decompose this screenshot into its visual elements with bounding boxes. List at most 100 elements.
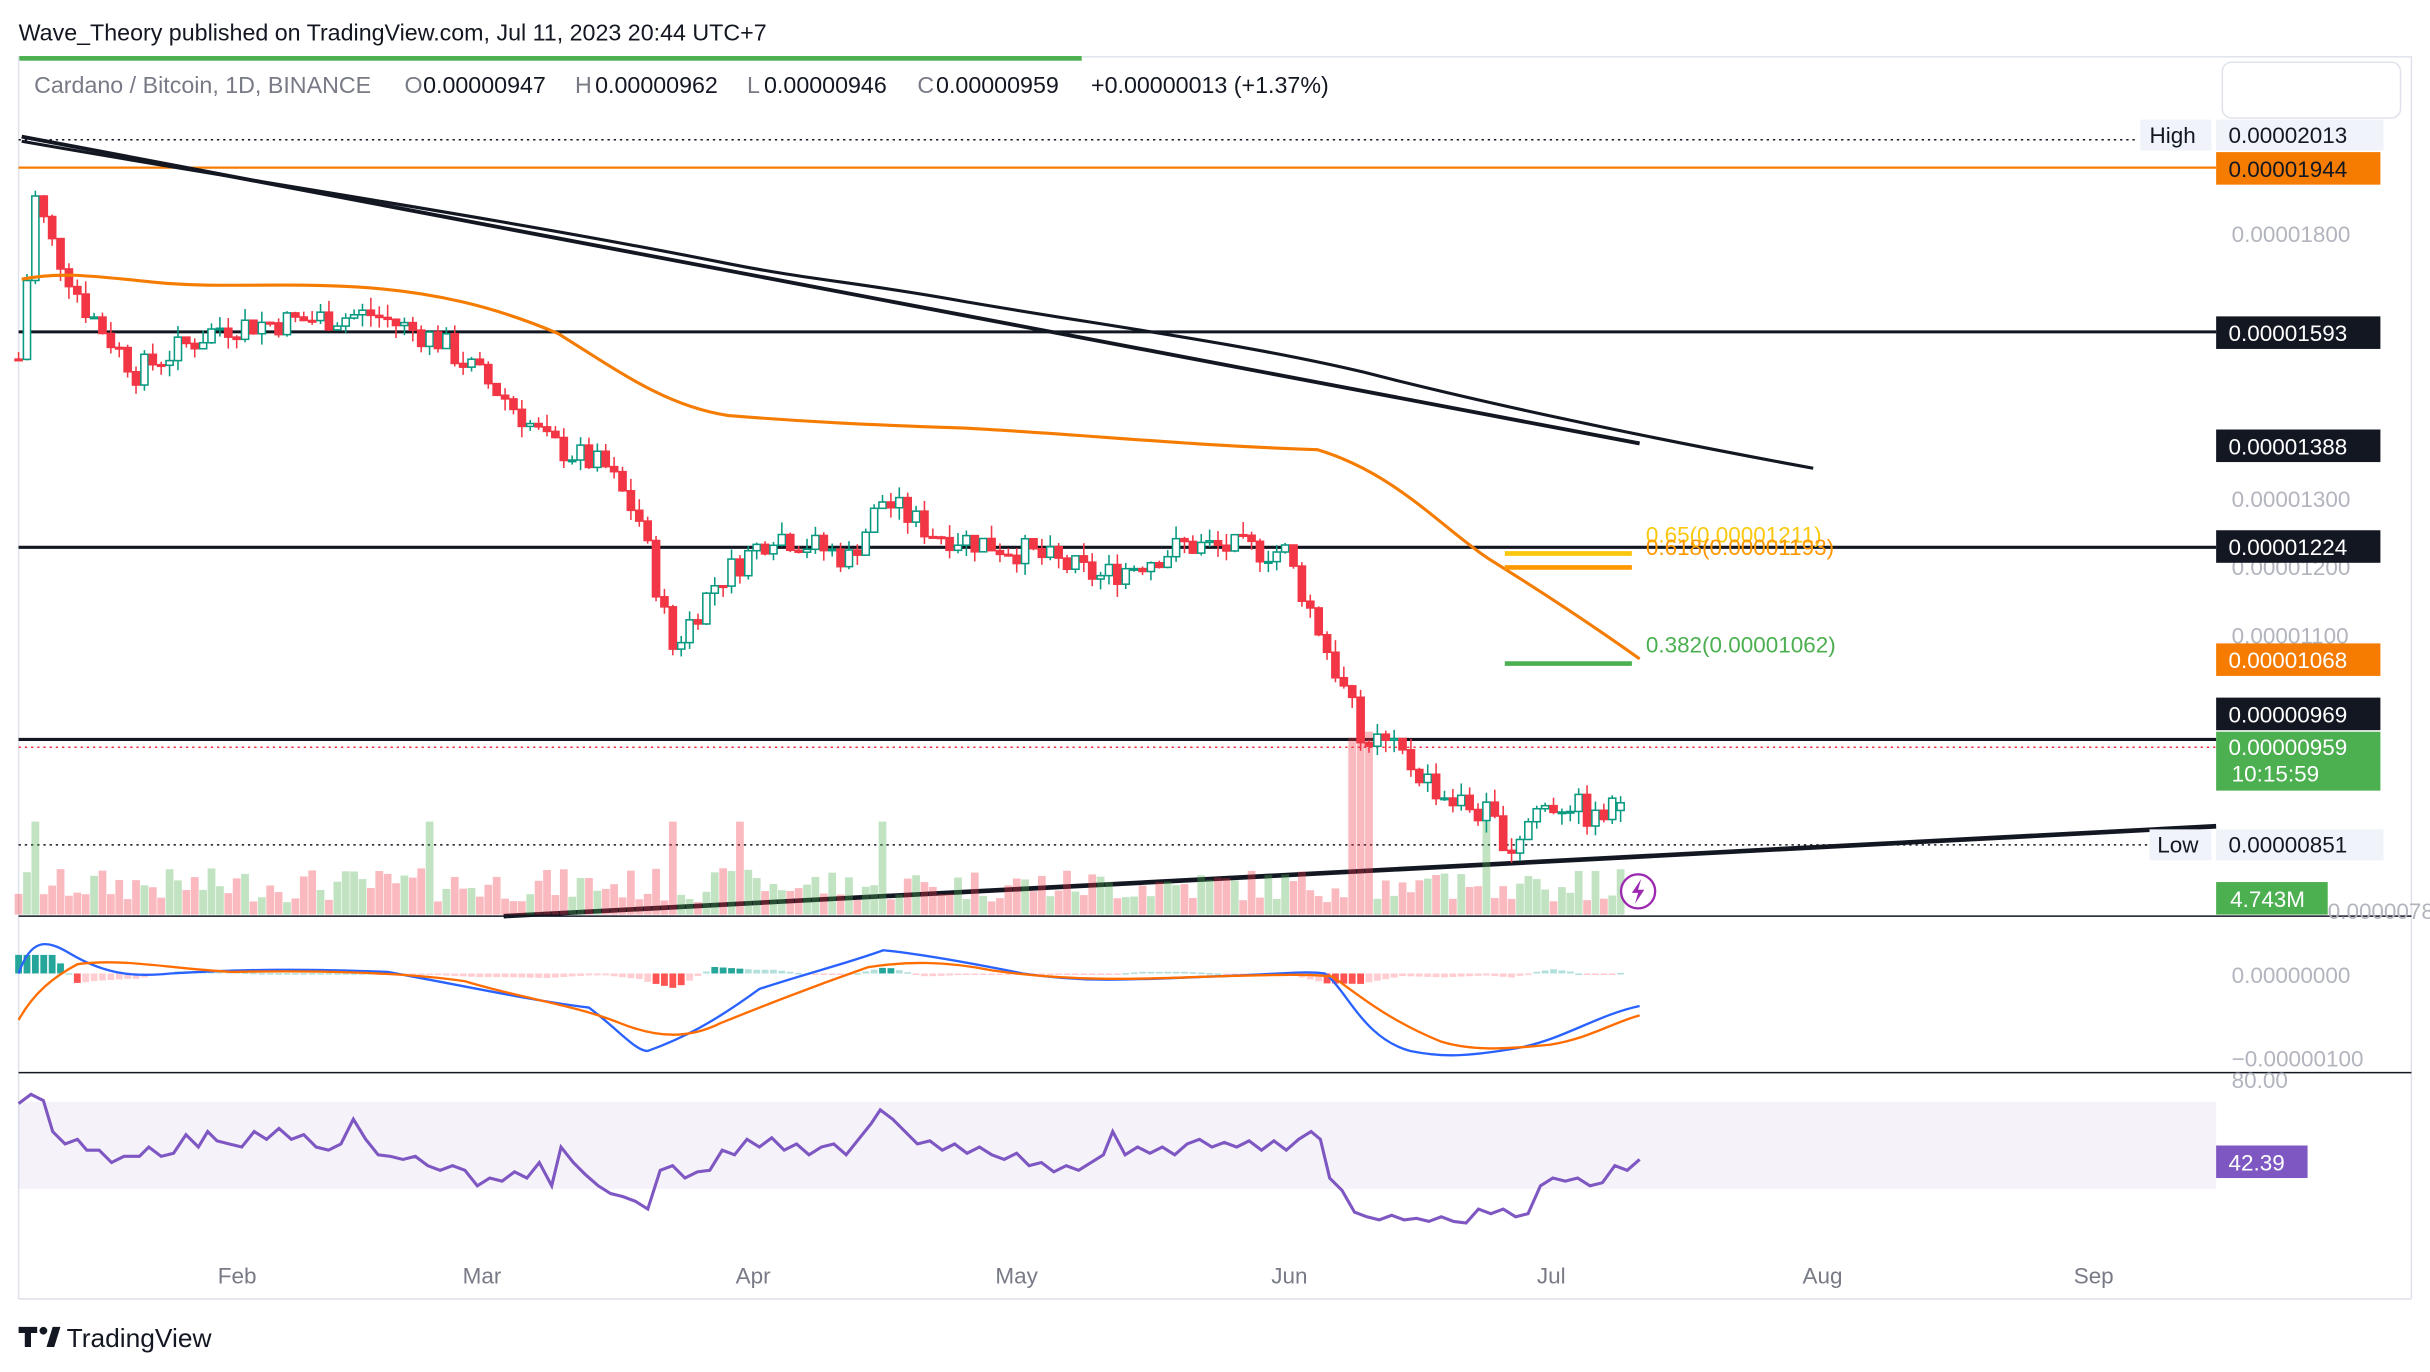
volume-bar-2023-01-26 — [224, 893, 233, 915]
candle-2023-05-19 — [1171, 526, 1181, 562]
candle-body — [148, 353, 158, 366]
volume-bar-2023-06-04 — [1306, 890, 1315, 915]
candle-body — [693, 619, 703, 625]
time-axis[interactable]: Feb Mar Apr May Jun Jul Aug Sep — [218, 1263, 2114, 1288]
volume-bar-2023-07-04 — [1558, 887, 1566, 915]
candle-2023-07-06 — [1574, 788, 1584, 825]
candle-2023-05-02 — [1029, 537, 1038, 551]
candle-body — [819, 534, 829, 552]
fib-retracement[interactable]: 0.65(0.00001211) 0.618(0.00001193) 0.382… — [1504, 523, 1836, 666]
macd-bar-2023-06-16 — [1407, 973, 1415, 977]
candle-2023-07-10 — [1607, 795, 1617, 825]
macd-bar-2023-05-13 — [1122, 973, 1130, 975]
macd-bar-2023-05-25 — [1222, 973, 1230, 976]
candle-body — [1431, 773, 1441, 800]
candle-2023-05-11 — [1104, 554, 1114, 585]
volume-bar-2023-06-20 — [1440, 873, 1449, 915]
load-progress-track — [1081, 56, 2412, 58]
candle-body — [1456, 794, 1466, 807]
candle-body — [131, 370, 141, 386]
volume-bar-2023-03-18 — [652, 868, 660, 915]
symbol-title: Cardano / Bitcoin, 1D, BINANCE — [34, 72, 371, 98]
time-tick-sep: Sep — [2074, 1263, 2114, 1288]
time-tick-may: May — [995, 1263, 1038, 1288]
ascending-trendline[interactable] — [503, 823, 2217, 919]
candle-2023-04-25 — [970, 534, 980, 562]
macd-bar-2023-03-17 — [644, 973, 652, 982]
macd-bar-2023-01-31 — [266, 973, 274, 975]
macd-bar-2023-04-13 — [870, 969, 878, 974]
volume-bar-2023-02-22 — [450, 876, 459, 915]
volume-bar-2023-03-01 — [509, 901, 518, 915]
ohlc-l-label: L — [747, 72, 760, 98]
volume-bar-2023-03-08 — [568, 896, 577, 915]
volume-bar-2023-04-16 — [895, 894, 904, 915]
rsi-axis[interactable]: 80.00 42.39 — [2216, 1068, 2308, 1179]
candle-2023-04-19 — [920, 500, 929, 545]
candle-2023-06-03 — [1297, 562, 1307, 607]
candle-body — [710, 585, 720, 594]
volume-bar-2023-05-07 — [1071, 891, 1080, 915]
candle-body — [1616, 801, 1625, 812]
volume-bar-2023-05-01 — [1021, 879, 1029, 915]
label-0.00001944: 0.00001944 — [2229, 157, 2348, 182]
volume-bar-2023-01-07 — [65, 895, 73, 915]
candle-2023-01-21 — [182, 336, 191, 348]
candle-body — [827, 548, 837, 552]
label-0.00001224: 0.00001224 — [2229, 535, 2348, 560]
candle-2023-02-25 — [475, 351, 485, 366]
volume-bar-2023-07-03 — [1549, 901, 1558, 915]
volume-bar-2023-02-16 — [400, 875, 409, 915]
candle-2023-05-25 — [1222, 534, 1231, 561]
volume-bar-2023-02-18 — [417, 868, 426, 915]
tradingview-logo[interactable]: TradingView — [18, 1323, 213, 1353]
price-tick-1300: 0.00001300 — [2232, 487, 2351, 512]
macd-bar-2023-05-04 — [1046, 973, 1054, 976]
volume-bar-2023-06-08 — [1339, 897, 1348, 915]
candle-2023-04-01 — [769, 541, 778, 561]
candle-body — [1146, 561, 1156, 573]
fib-label-0.65: 0.65(0.00001211) — [1646, 523, 1822, 548]
volume-bar-2023-05-08 — [1079, 895, 1088, 915]
lightning-icon[interactable] — [1619, 873, 1657, 910]
volume-bar-2023-07-10 — [1608, 895, 1617, 915]
candle-body — [257, 321, 267, 335]
macd-bar-2023-02-05 — [308, 973, 316, 975]
candle-body — [517, 408, 527, 428]
candle-2023-07-02 — [1540, 802, 1550, 812]
macd-bar-2023-03-27 — [728, 968, 735, 974]
macd-bar-2023-02-18 — [417, 973, 425, 976]
candle-2023-06-25 — [1482, 792, 1491, 833]
candle-2023-01-24 — [207, 323, 216, 344]
macd-bar-2023-06-25 — [1483, 973, 1490, 976]
candle-2023-02-22 — [450, 325, 460, 367]
candle-2023-05-17 — [1154, 560, 1164, 569]
candle-2023-02-13 — [374, 306, 384, 328]
volume-bar-2023-06-05 — [1314, 896, 1323, 915]
candle-body — [1532, 807, 1542, 823]
candle-body — [366, 309, 376, 317]
volume-bar-2023-02-10 — [350, 871, 358, 915]
macd-bar-2023-03-06 — [551, 973, 559, 978]
price-tick-0785: 0.00000785 — [2328, 899, 2430, 924]
candle-body — [1096, 574, 1105, 580]
candle-2023-01-22 — [190, 338, 200, 358]
candle-2023-02-05 — [307, 311, 317, 325]
volume-bar-2023-01-18 — [157, 897, 166, 915]
label-0.00001388: 0.00001388 — [2229, 434, 2348, 459]
candle-2023-06-26 — [1490, 789, 1500, 819]
high-value: 0.00002013 — [2229, 123, 2348, 148]
macd-bar-2023-02-27 — [493, 973, 501, 978]
volume-bar-2023-01-06 — [56, 869, 65, 915]
candle-2023-03-07 — [559, 428, 569, 469]
candle-body — [1163, 555, 1173, 569]
candle-2023-04-11 — [853, 544, 862, 565]
volume-bar-2023-02-03 — [291, 898, 300, 915]
price-axis[interactable]: 0.00001800 0.00001300 0.00001200 0.00001… — [2140, 119, 2430, 925]
volume-bar-2023-07-06 — [1574, 870, 1583, 915]
symbol-legend[interactable]: Cardano / Bitcoin, 1D, BINANCE O 0.00000… — [34, 72, 1329, 98]
chart-settings-box[interactable] — [2221, 61, 2402, 119]
candle-2023-01-30 — [257, 311, 267, 345]
macd-axis[interactable]: 0.00000000 −0.00000100 — [2232, 963, 2364, 1072]
